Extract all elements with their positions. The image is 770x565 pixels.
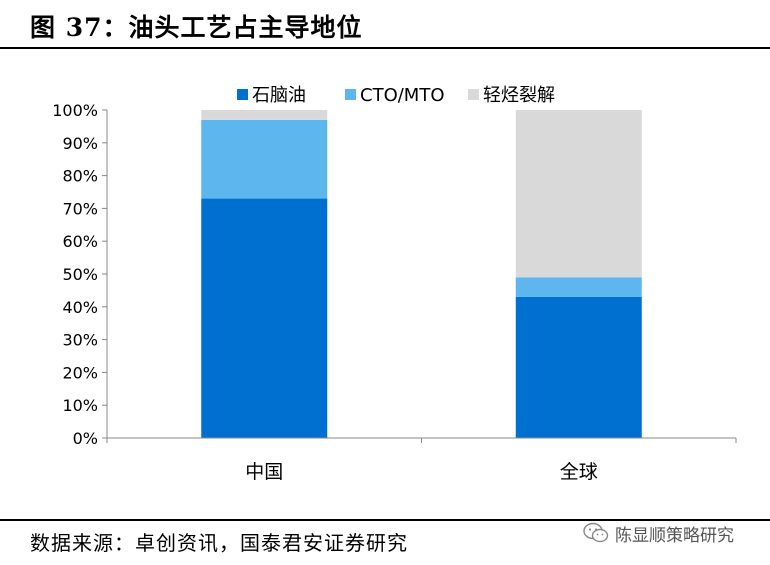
y-tick-label: 10%	[62, 396, 98, 415]
y-tick-label: 90%	[62, 134, 98, 153]
watermark: 陈显顺策略研究	[583, 518, 734, 548]
legend-swatch	[468, 89, 479, 100]
y-tick-label: 0%	[73, 429, 98, 448]
source-note: 数据来源：卓创资讯，国泰君安证券研究	[30, 531, 408, 555]
y-tick-label: 50%	[62, 265, 98, 284]
y-tick-label: 20%	[62, 363, 98, 382]
x-axis: 中国 全球	[106, 437, 737, 483]
bar-segment	[515, 110, 642, 278]
y-tick-label: 70%	[62, 199, 98, 218]
x-tick-label: 中国	[245, 461, 283, 483]
wechat-icon	[583, 522, 609, 543]
bar-segment	[515, 296, 642, 438]
legend: 石脑油 CTO/MTO 轻烃裂解	[237, 85, 555, 106]
legend-label: 石脑油	[252, 85, 306, 106]
bar-segment	[201, 110, 328, 120]
bar-segment	[515, 277, 642, 297]
legend-label: 轻烃裂解	[483, 85, 555, 106]
bar-segment	[201, 198, 328, 438]
top-rule	[0, 47, 770, 49]
y-tick-label: 60%	[62, 232, 98, 251]
figure-title: 图 37：油头工艺占主导地位	[30, 13, 363, 42]
y-axis: 0% 10% 20% 30% 40% 50% 60% 70% 80% 90% 100%	[52, 101, 108, 448]
stacked-bar-chart: 石脑油 CTO/MTO 轻烃裂解 0% 10% 20% 30% 40% 50% 60% 70% 80…	[52, 85, 737, 483]
y-tick-label: 40%	[62, 298, 98, 317]
bar-segment	[201, 119, 328, 199]
y-tick-label: 100%	[52, 101, 98, 120]
legend-swatch	[345, 89, 356, 100]
bottom-rule	[0, 519, 770, 521]
x-tick-label: 全球	[560, 461, 598, 483]
bars	[201, 110, 642, 438]
legend-swatch	[237, 89, 248, 100]
y-tick-label: 80%	[62, 167, 98, 186]
legend-label: CTO/MTO	[360, 85, 445, 106]
watermark-text: 陈显顺策略研究	[615, 525, 734, 546]
y-tick-label: 30%	[62, 331, 98, 350]
